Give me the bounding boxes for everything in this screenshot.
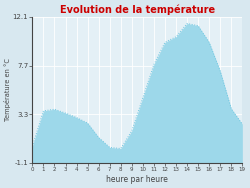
X-axis label: heure par heure: heure par heure [106,175,168,184]
Y-axis label: Température en °C: Température en °C [4,58,11,121]
Title: Evolution de la température: Evolution de la température [60,4,215,15]
